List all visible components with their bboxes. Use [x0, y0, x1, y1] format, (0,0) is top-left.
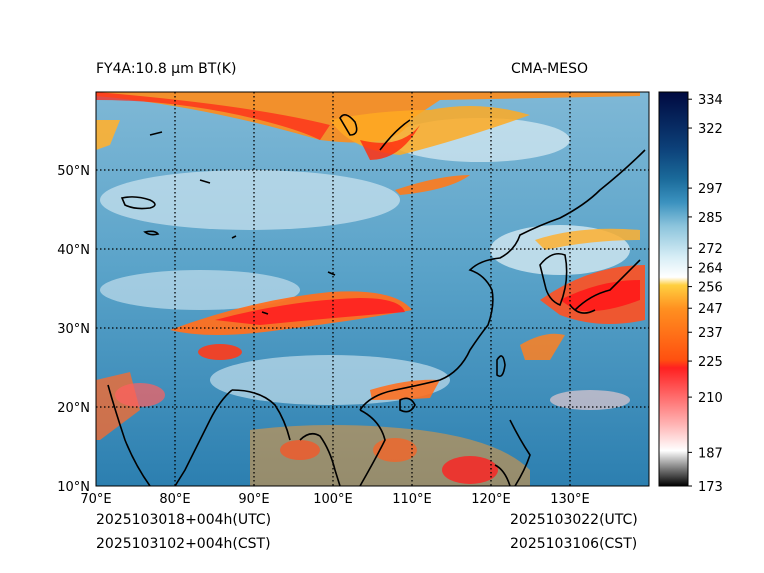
- lon-label-130: 130°E: [550, 492, 590, 507]
- colorbar-tick-label: 297: [698, 182, 723, 197]
- map-frame: [95, 91, 650, 487]
- brightness-temperature-field: [96, 92, 649, 486]
- product-title: FY4A:10.8 µm BT(K): [96, 61, 237, 77]
- colorbar-tick-label: 225: [698, 355, 723, 370]
- colorbar-tick-label: 264: [698, 261, 723, 276]
- lat-label-10: 10°N: [57, 480, 90, 495]
- lat-label-50: 50°N: [57, 164, 90, 179]
- coastlines: [107, 114, 646, 486]
- graticule: [96, 92, 649, 486]
- colorbar-tick-label: 173: [698, 480, 723, 495]
- colorbar-tick-label: 237: [698, 326, 723, 341]
- lon-label-80: 80°E: [159, 492, 190, 507]
- forecast-time-cst: 2025103102+004h(CST): [96, 536, 271, 552]
- lat-label-30: 30°N: [57, 322, 90, 337]
- colorbar-tick-label: 187: [698, 446, 723, 461]
- lon-label-100: 100°E: [313, 492, 353, 507]
- lat-label-40: 40°N: [57, 243, 90, 258]
- lon-label-70: 70°E: [80, 492, 111, 507]
- valid-time-utc: 2025103022(UTC): [510, 512, 638, 528]
- colorbar-tick-label: 334: [698, 93, 723, 108]
- colorbar-tick-label: 247: [698, 302, 723, 317]
- model-title: CMA-MESO: [511, 61, 589, 77]
- colorbar: [658, 91, 689, 487]
- lat-label-20: 20°N: [57, 401, 90, 416]
- forecast-time-utc: 2025103018+004h(UTC): [96, 512, 272, 528]
- colorbar-tick-label: 322: [698, 122, 723, 137]
- latitude-labels: 10°N 20°N 30°N 40°N 50°N: [57, 164, 90, 495]
- colorbar-tick-label: 256: [698, 281, 723, 296]
- lon-label-120: 120°E: [471, 492, 511, 507]
- longitude-labels: 70°E 80°E 90°E 100°E 110°E 120°E 130°E: [80, 492, 589, 507]
- valid-time-cst: 2025103106(CST): [510, 536, 638, 552]
- colorbar-tick-label: 285: [698, 211, 723, 226]
- lon-label-110: 110°E: [392, 492, 432, 507]
- colorbar-tick-label: 210: [698, 391, 723, 406]
- colorbar-ticks: 173 187 210 225 237 247 256 264 272 285 297 322 334: [688, 93, 723, 495]
- lon-label-90: 90°E: [238, 492, 269, 507]
- colorbar-tick-label: 272: [698, 242, 723, 257]
